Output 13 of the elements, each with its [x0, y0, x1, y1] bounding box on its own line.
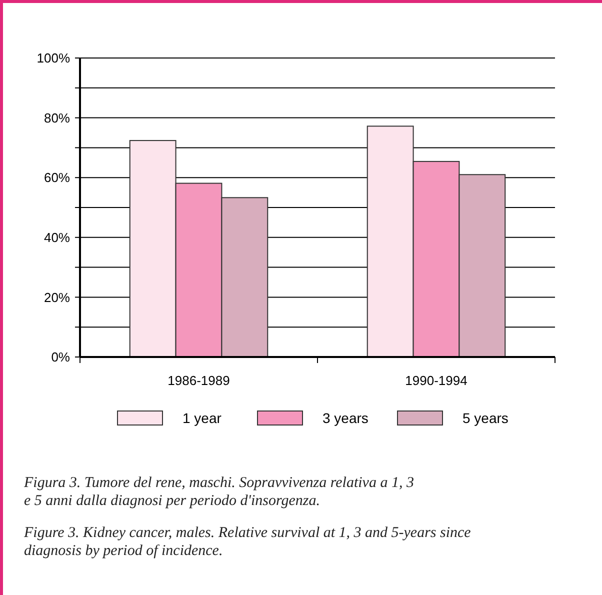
y-tick-label: 60% — [44, 170, 70, 186]
y-tick-label: 100% — [36, 50, 70, 66]
legend-label: 3 years — [322, 410, 368, 426]
text: Figura 3. Tumore del rene, maschi. Sopravvivenza relativa a 1, 3 e 5 anni dalla diagnosi per periodo d'insorgenza. — [23, 475, 414, 509]
y-tick-label: 80% — [44, 110, 70, 126]
legend-label: 5 years — [462, 410, 508, 426]
y-tick-label: 40% — [44, 230, 70, 245]
y-tick-label: 0% — [51, 350, 70, 365]
x-tick-label: 1986-1989 — [168, 373, 230, 388]
caption: Figure 3. Kidney cancer, males. Relative survival at 1, 3 and 5-years since diagnosis by period of incidence. — [23, 525, 472, 559]
legend-label: 1 year — [182, 410, 222, 426]
y-tick-label: 20% — [44, 290, 70, 305]
x-tick-label: 1990-1994 — [405, 373, 468, 388]
